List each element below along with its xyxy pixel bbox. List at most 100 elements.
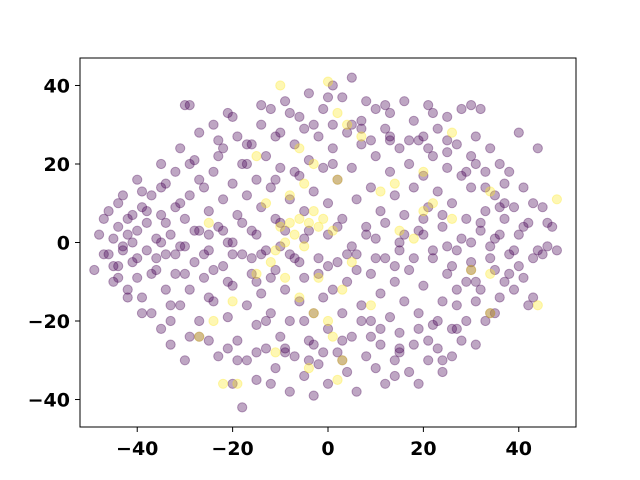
scatter-point-class-0 bbox=[389, 355, 400, 366]
scatter-point-class-0 bbox=[466, 237, 477, 248]
scatter-point-class-0 bbox=[518, 182, 529, 193]
scatter-point-class-0 bbox=[141, 245, 152, 256]
scatter-point-class-0 bbox=[384, 107, 396, 119]
scatter-point-class-0 bbox=[442, 135, 453, 146]
scatter-point-class-1 bbox=[418, 166, 429, 177]
scatter-point-class-1 bbox=[327, 331, 338, 342]
scatter-point-class-0 bbox=[504, 166, 515, 177]
scatter-point-class-1 bbox=[356, 131, 367, 142]
scatter-point-class-0 bbox=[227, 280, 238, 291]
scatter-point-class-0 bbox=[356, 300, 367, 311]
scatter-point-class-0 bbox=[160, 284, 171, 295]
scatter-point-class-0 bbox=[394, 327, 405, 338]
scatter-point-class-0 bbox=[337, 335, 348, 346]
scatter-point-class-0 bbox=[480, 315, 491, 327]
scatter-point-class-0 bbox=[294, 257, 305, 268]
scatter-point-class-0 bbox=[404, 366, 415, 378]
scatter-point-class-0 bbox=[337, 213, 348, 224]
scatter-point-class-0 bbox=[461, 213, 472, 224]
scatter-point-class-0 bbox=[480, 182, 491, 193]
scatter-point-class-1 bbox=[251, 151, 262, 162]
scatter-point-class-1 bbox=[418, 206, 429, 217]
scatter-point-class-0 bbox=[370, 253, 381, 264]
scatter-point-class-0 bbox=[299, 315, 310, 327]
scatter-point-class-0 bbox=[322, 92, 334, 103]
scatter-point-class-0 bbox=[132, 253, 143, 264]
scatter-point-class-1 bbox=[299, 241, 310, 252]
scatter-point-class-0 bbox=[394, 343, 405, 354]
scatter-point-class-0 bbox=[237, 217, 248, 228]
scatter-point-class-1 bbox=[337, 355, 348, 366]
scatter-point-class-0 bbox=[494, 292, 505, 303]
scatter-point-class-0 bbox=[117, 190, 129, 201]
scatter-point-class-0 bbox=[303, 155, 314, 166]
scatter-point-class-0 bbox=[542, 241, 553, 252]
scatter-point-class-0 bbox=[256, 202, 267, 213]
scatter-point-class-0 bbox=[237, 402, 248, 413]
scatter-point-class-0 bbox=[384, 166, 396, 177]
scatter-point-class-0 bbox=[365, 135, 376, 146]
scatter-point-class-0 bbox=[408, 182, 419, 193]
scatter-point-class-0 bbox=[513, 261, 524, 272]
scatter-point-class-0 bbox=[508, 245, 520, 256]
scatter-point-class-0 bbox=[375, 206, 386, 217]
scatter-point-class-1 bbox=[270, 347, 281, 358]
scatter-point-class-0 bbox=[370, 151, 381, 162]
scatter-point-class-0 bbox=[346, 119, 357, 130]
scatter-point-class-0 bbox=[461, 276, 472, 287]
scatter-point-class-0 bbox=[494, 158, 505, 170]
scatter-point-class-0 bbox=[466, 264, 477, 276]
scatter-point-class-1 bbox=[485, 186, 496, 197]
scatter-point-class-0 bbox=[222, 343, 233, 354]
scatter-point-class-0 bbox=[342, 276, 353, 287]
scatter-point-class-0 bbox=[218, 143, 229, 154]
scatter-point-class-0 bbox=[308, 339, 319, 350]
scatter-point-class-0 bbox=[451, 300, 462, 311]
scatter-point-class-0 bbox=[466, 151, 477, 162]
scatter-point-class-0 bbox=[218, 194, 229, 205]
scatter-point-class-0 bbox=[361, 229, 372, 240]
scatter-point-class-0 bbox=[361, 96, 372, 107]
scatter-point-class-0 bbox=[227, 111, 238, 123]
scatter-point-class-0 bbox=[332, 257, 343, 268]
scatter-point-class-0 bbox=[165, 229, 176, 240]
scatter-point-class-0 bbox=[528, 292, 539, 303]
scatter-point-class-0 bbox=[127, 209, 138, 221]
scatter-point-class-0 bbox=[241, 190, 252, 201]
scatter-point-class-0 bbox=[380, 123, 391, 134]
scatter-point-class-0 bbox=[256, 249, 267, 260]
scatter-point-class-0 bbox=[327, 158, 338, 170]
scatter-point-class-0 bbox=[160, 178, 171, 189]
scatter-point-class-0 bbox=[241, 158, 252, 170]
scatter-point-class-0 bbox=[423, 100, 434, 111]
scatter-point-class-0 bbox=[408, 339, 419, 350]
scatter-point-class-0 bbox=[432, 343, 443, 354]
scatter-point-class-0 bbox=[337, 308, 348, 319]
scatter-point-class-0 bbox=[146, 190, 157, 201]
scatter-point-class-0 bbox=[299, 123, 310, 134]
scatter-point-class-0 bbox=[179, 268, 190, 279]
scatter-point-class-0 bbox=[237, 249, 248, 260]
scatter-point-class-0 bbox=[122, 292, 133, 303]
scatter-point-class-0 bbox=[222, 237, 233, 248]
scatter-point-class-0 bbox=[384, 131, 396, 142]
scatter-point-class-0 bbox=[284, 107, 295, 119]
scatter-point-class-0 bbox=[399, 229, 410, 240]
scatter-point-class-0 bbox=[179, 241, 190, 252]
scatter-point-class-0 bbox=[389, 190, 400, 201]
scatter-point-class-0 bbox=[280, 347, 291, 358]
scatter-point-class-0 bbox=[299, 206, 310, 217]
scatter-point-class-0 bbox=[275, 127, 286, 138]
scatter-point-class-0 bbox=[265, 272, 276, 283]
scatter-point-class-0 bbox=[299, 233, 310, 244]
scatter-point-class-0 bbox=[246, 225, 257, 236]
scatter-point-class-0 bbox=[494, 229, 505, 240]
scatter-point-class-0 bbox=[489, 233, 500, 244]
scatter-point-class-0 bbox=[442, 147, 453, 158]
scatter-point-class-0 bbox=[375, 323, 386, 334]
scatter-point-class-0 bbox=[404, 158, 415, 170]
scatter-point-class-0 bbox=[227, 378, 238, 389]
scatter-point-class-0 bbox=[289, 166, 300, 177]
scatter-point-class-0 bbox=[489, 264, 500, 276]
y-axis: −40 −20 0 20 40 bbox=[28, 75, 80, 412]
